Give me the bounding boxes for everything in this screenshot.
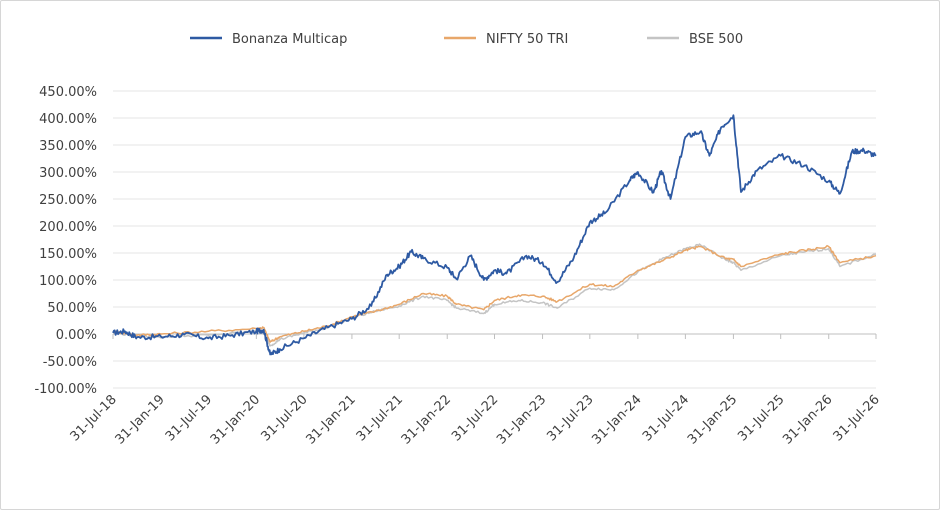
series-line-bse-500 [112, 243, 877, 347]
x-tick-label: 31-Jan-24 [589, 392, 644, 447]
x-axis-tick-labels: 31-Jul-1831-Jan-1931-Jul-1931-Jan-2031-J… [68, 392, 883, 447]
x-tick-label: 31-Jan-19 [113, 392, 168, 447]
y-tick-label: 400.00% [39, 112, 97, 127]
x-tick-label: 31-Jul-26 [831, 392, 883, 444]
y-tick-label: 250.00% [39, 193, 97, 208]
x-tick-label: 31-Jan-20 [208, 392, 263, 447]
y-tick-label: 100.00% [39, 274, 97, 289]
series-line-nifty-50-tri [112, 244, 877, 343]
legend-label: NIFTY 50 TRI [486, 32, 568, 47]
legend-label: BSE 500 [689, 32, 743, 47]
y-tick-label: 50.00% [47, 301, 97, 316]
series-lines [112, 114, 877, 356]
x-tick-label: 31-Jan-26 [780, 392, 835, 447]
legend-label: Bonanza Multicap [232, 32, 347, 47]
x-tick-label: 31-Jan-22 [399, 392, 454, 447]
x-tick-label: 31-Jan-23 [494, 392, 549, 447]
y-tick-label: 150.00% [39, 247, 97, 262]
y-tick-label: 350.00% [39, 139, 97, 154]
y-tick-label: 200.00% [39, 220, 97, 235]
y-tick-label: 0.00% [56, 328, 97, 343]
gridlines [113, 90, 876, 389]
y-tick-label: -100.00% [34, 382, 97, 397]
legend: Bonanza Multicap NIFTY 50 TRI BSE 500 [190, 32, 743, 47]
y-tick-label: 300.00% [39, 166, 97, 181]
x-tick-label: 31-Jan-25 [685, 392, 740, 447]
series-line-bonanza-multicap [112, 114, 877, 356]
x-tick-label: 31-Jan-21 [303, 392, 358, 447]
y-tick-label: -50.00% [43, 355, 97, 370]
y-tick-label: 450.00% [39, 85, 97, 100]
y-axis-tick-labels: -100.00% -50.00% 0.00% 50.00% 100.00% 150.00%… [34, 85, 97, 397]
